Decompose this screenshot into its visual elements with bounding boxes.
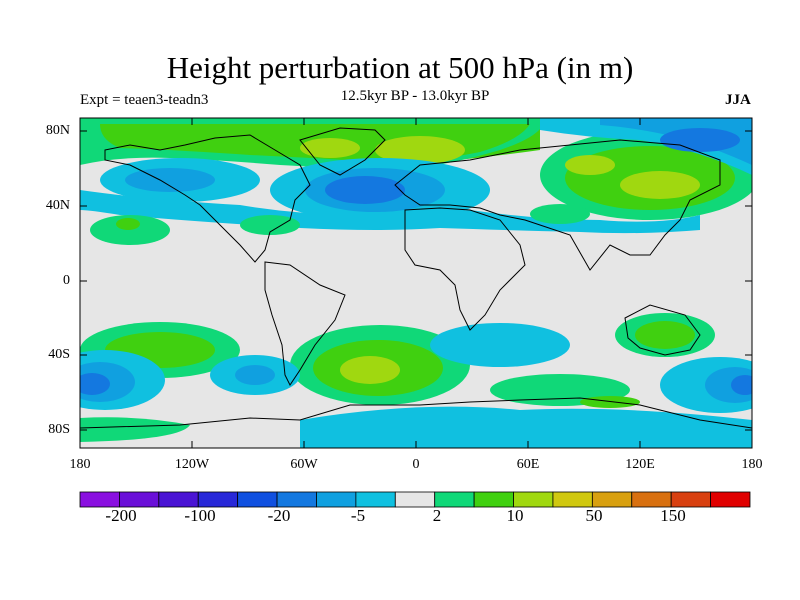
lat-label-80s: 80S [48,422,70,437]
lon-label-180w: 180 [69,457,91,472]
colorbar-swatch [276,491,317,508]
colorbar [79,491,751,508]
contour-antarctic-green [80,417,190,442]
colorbar-swatch [434,491,475,508]
colorbar-swatch [631,491,672,508]
contour-eurasia-strong [620,171,700,199]
eurasia-coast [394,139,721,271]
contour-antarctic-band [300,406,752,448]
lon-label-0: 0 [412,457,420,472]
contour-na-low-strong [325,176,405,204]
africa-coast [404,207,526,331]
colorbar-swatch [591,491,633,508]
colorbar-label: -20 [267,506,291,525]
lon-label-180e: 180 [741,457,763,472]
colorbar-swatch [237,491,278,508]
colorbar-label: -200 [105,506,137,525]
north-america-coast [104,134,311,263]
axis-ticks [79,118,753,448]
contour-40n-green-a-mid [116,218,140,230]
lat-label-0: 0 [63,273,70,288]
colorbar-label: -5 [350,506,366,525]
colorbar-label: 50 [585,506,603,525]
lat-label-40n: 40N [45,198,70,213]
experiment-label: Expt = teaen3-teadn3 [80,92,209,108]
colorbar-label: 150 [660,506,686,525]
colorbar-swatch [316,491,357,508]
south-america-coast [264,261,346,386]
contour-sw-low-mid [235,365,275,385]
colorbar-swatch [197,491,239,508]
colorbar-swatch [119,491,160,508]
contour-aus-mid [635,321,695,349]
contour-se-low-strong [731,375,752,395]
antarctica-coast [80,397,752,429]
colorbar-label: 10 [506,506,524,525]
lat-label-40s: 40S [48,347,70,362]
colorbar-swatch [710,491,751,508]
colorbar-label: -100 [184,506,216,525]
contour-eurasia-strong-2 [565,155,615,175]
plot-title: Height perturbation at 500 hPa (in m) [166,50,634,85]
greenland-coast [299,127,386,176]
colorbar-swatch [513,491,554,508]
contour-ne-low-strong [660,128,740,152]
contour-arctic-yellow-2 [300,138,360,158]
colorbar-swatch [552,491,593,508]
lat-label-80n: 80N [45,123,70,138]
anomaly-field [80,118,752,448]
colorbar-swatch [79,491,120,508]
lon-label-120e: 120E [625,457,655,472]
period-label: 12.5kyr BP - 13.0kyr BP [340,88,490,104]
contour-south-atlantic-strong [340,356,400,384]
contour-40n-green-a [90,215,170,245]
contour-sp-low-strong [80,373,110,395]
contour-40n-green-c [530,204,590,224]
colorbar-swatch [158,491,199,508]
coastlines [80,127,752,429]
colorbar-swatch [473,491,514,508]
contour-40n-green-b [240,215,300,235]
colorbar-swatch [670,491,711,508]
contour-indian-light [430,323,570,367]
lon-label-60e: 60E [516,457,540,472]
contour-np-low-mid [125,168,215,192]
colorbar-label: 2 [432,506,442,525]
australia-coast [624,304,701,356]
lon-label-120w: 120W [174,457,210,472]
contour-arctic-yellow-1 [375,136,465,164]
season-label: JJA [725,92,751,108]
colorbar-swatch [355,491,396,508]
lon-label-60w: 60W [290,457,318,472]
colorbar-swatch [394,491,436,508]
